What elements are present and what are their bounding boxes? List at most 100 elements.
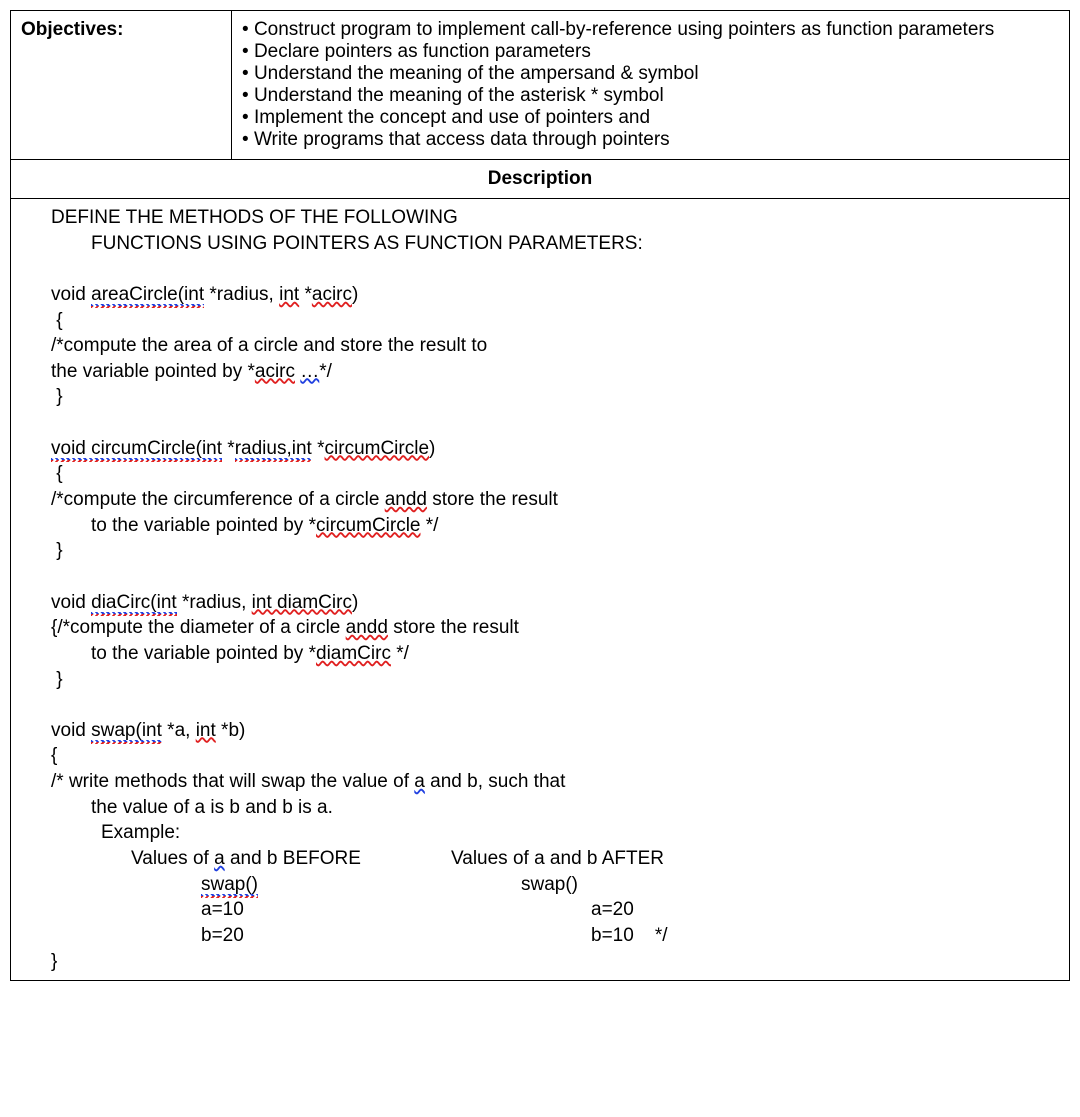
text: ) xyxy=(352,284,358,305)
text: /* write methods that will swap the valu… xyxy=(51,771,414,792)
spellcheck-word: acirc xyxy=(255,361,295,382)
text: } xyxy=(56,669,62,690)
col-right-swap: swap() xyxy=(521,872,821,898)
fn2-comment-2: to the variable pointed by *circumCircle… xyxy=(51,513,1059,539)
text: *b) xyxy=(216,720,246,741)
fn3-signature: void diaCirc(int *radius, int diamCirc) xyxy=(51,590,1059,616)
spellcheck-word: andd xyxy=(385,489,427,510)
fn3-close: } xyxy=(51,667,1059,693)
fn4-cols-a: a=10 a=20 xyxy=(51,897,1059,923)
fn1-comment-1: /*compute the area of a circle and store… xyxy=(51,333,1059,359)
description-body-cell: DEFINE THE METHODS OF THE FOLLOWING FUNC… xyxy=(11,199,1070,981)
fn1-comment-2: the variable pointed by *acirc …*/ xyxy=(51,359,1059,385)
col-left-swap: swap() xyxy=(131,872,521,898)
spellcheck-word: circumCircle xyxy=(316,515,421,536)
spellcheck-word: int diamCirc xyxy=(252,592,352,613)
text: * xyxy=(222,438,235,459)
grammar-word: a xyxy=(414,771,425,792)
spellcheck-word: void circumCircle(int xyxy=(51,438,222,462)
text: and b, such that xyxy=(425,771,566,792)
spellcheck-word: areaCircle(int xyxy=(91,284,204,308)
text: *radius, xyxy=(177,592,252,613)
text: { xyxy=(56,310,62,331)
text: * xyxy=(299,284,312,305)
text: to the variable pointed by * xyxy=(91,643,316,664)
list-item: Understand the meaning of the ampersand … xyxy=(242,63,1059,85)
fn4-close: } xyxy=(51,949,1059,975)
fn4-cols-swap: swap() swap() xyxy=(51,872,1059,898)
text: store the result xyxy=(427,489,558,510)
fn2-open: { xyxy=(51,461,1059,487)
text: */ xyxy=(319,361,332,382)
fn4-cols-b: b=20 b=10 */ xyxy=(51,923,1059,949)
col-left-b: b=20 xyxy=(131,923,521,949)
objectives-label: Objectives: xyxy=(21,19,123,40)
grammar-word: … xyxy=(300,361,319,382)
list-item: Understand the meaning of the asterisk *… xyxy=(242,85,1059,107)
spellcheck-word: int xyxy=(196,720,216,741)
spellcheck-word: andd xyxy=(346,617,388,638)
description-header: Description xyxy=(11,160,1070,199)
list-item: Write programs that access data through … xyxy=(242,129,1059,151)
fn4-comment-1: /* write methods that will swap the valu… xyxy=(51,769,1059,795)
fn4-comment-2: the value of a is b and b is a. xyxy=(51,795,1059,821)
objectives-list: Construct program to implement call-by-r… xyxy=(242,19,1059,151)
col-right-b: b=10 */ xyxy=(521,923,891,949)
fn4-cols-header: Values of a and b BEFORE Values of a and… xyxy=(51,846,1059,872)
spellcheck-word: diaCirc(int xyxy=(91,592,177,616)
text: * xyxy=(312,438,325,459)
list-item: Construct program to implement call-by-r… xyxy=(242,19,1059,41)
spellcheck-word: swap() xyxy=(201,874,258,898)
document-table: Objectives: Construct program to impleme… xyxy=(10,10,1070,981)
spellcheck-word: acirc xyxy=(312,284,352,305)
grammar-word: a xyxy=(214,848,225,869)
fn4-signature: void swap(int *a, int *b) xyxy=(51,718,1059,744)
fn3-comment-2: to the variable pointed by *diamCirc */ xyxy=(51,641,1059,667)
text: the variable pointed by * xyxy=(51,361,255,382)
fn3-comment-1: {/*compute the diameter of a circle andd… xyxy=(51,615,1059,641)
fn4-open: { xyxy=(51,743,1059,769)
text: void xyxy=(51,720,91,741)
text: *a, xyxy=(162,720,196,741)
text: void xyxy=(51,284,91,305)
fn4-comment-3: Example: xyxy=(51,820,1059,846)
description-body: DEFINE THE METHODS OF THE FOLLOWING FUNC… xyxy=(11,199,1069,980)
text: void xyxy=(51,592,91,613)
text: to the variable pointed by * xyxy=(91,515,316,536)
intro-line-2: FUNCTIONS USING POINTERS AS FUNCTION PAR… xyxy=(51,231,1059,257)
fn2-comment-1: /*compute the circumference of a circle … xyxy=(51,487,1059,513)
text: */ xyxy=(421,515,439,536)
list-item: Declare pointers as function parameters xyxy=(242,41,1059,63)
text: { xyxy=(56,463,62,484)
col-left-a: a=10 xyxy=(131,897,521,923)
objectives-label-cell: Objectives: xyxy=(11,11,232,160)
text: } xyxy=(56,386,62,407)
fn1-signature: void areaCircle(int *radius, int *acirc) xyxy=(51,282,1059,308)
text: {/*compute the diameter of a circle xyxy=(51,617,346,638)
text: */ xyxy=(391,643,409,664)
objectives-row: Objectives: Construct program to impleme… xyxy=(11,11,1070,160)
text: Values of xyxy=(131,848,214,869)
text: *radius, xyxy=(204,284,279,305)
col-right-header: Values of a and b AFTER xyxy=(451,846,751,872)
text: } xyxy=(56,540,62,561)
text: store the result xyxy=(388,617,519,638)
spellcheck-word: diamCirc xyxy=(316,643,391,664)
fn1-open: { xyxy=(51,308,1059,334)
objectives-content-cell: Construct program to implement call-by-r… xyxy=(232,11,1070,160)
description-body-row: DEFINE THE METHODS OF THE FOLLOWING FUNC… xyxy=(11,199,1070,981)
text: /*compute the circumference of a circle xyxy=(51,489,385,510)
list-item: Implement the concept and use of pointer… xyxy=(242,107,1059,129)
fn2-close: } xyxy=(51,538,1059,564)
text: ) xyxy=(352,592,358,613)
description-header-row: Description xyxy=(11,160,1070,199)
text: and b BEFORE xyxy=(225,848,361,869)
fn1-close: } xyxy=(51,384,1059,410)
intro-line-1: DEFINE THE METHODS OF THE FOLLOWING xyxy=(51,205,1059,231)
fn2-signature: void circumCircle(int *radius,int *circu… xyxy=(51,436,1059,462)
col-right-a: a=20 xyxy=(521,897,891,923)
col-left-header: Values of a and b BEFORE xyxy=(131,846,451,872)
spellcheck-word: int xyxy=(279,284,299,305)
text: ) xyxy=(429,438,435,459)
spellcheck-word: radius,int xyxy=(235,438,312,462)
